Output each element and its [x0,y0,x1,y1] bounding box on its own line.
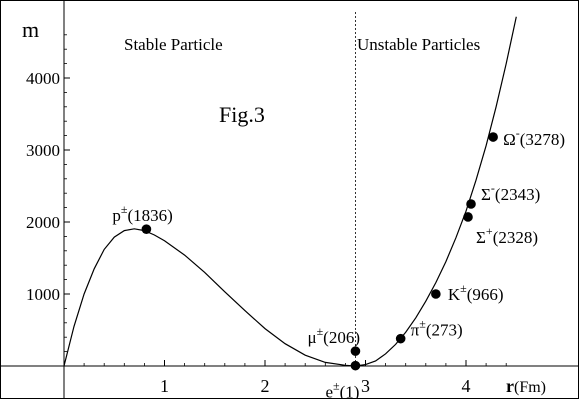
ticks-layer: 1 2 3 4 1000 2000 3000 4000 [26,34,507,396]
point-label: e±(1) [325,379,359,399]
data-point [350,360,361,371]
point-label: Ω-(3278) [503,126,565,149]
point-value: (1) [340,383,360,399]
point-label: K±(966) [448,281,504,304]
point-superscript: ± [317,324,324,338]
data-point [488,132,498,142]
y-tick-label: 4000 [26,69,60,88]
point-symbol: Ω [503,130,516,149]
point-label: π±(273) [411,317,463,340]
mass-curve [63,16,517,367]
point-superscript: - [516,126,520,140]
x-axis-unit: (Fm) [514,379,546,396]
unstable-region-label: Unstable Particles [357,35,480,54]
point-symbol: e [325,383,333,399]
point-symbol: π [411,321,420,340]
y-tick-label: 1000 [26,285,60,304]
point-value: (2343) [495,185,540,204]
data-point [463,212,473,222]
figure-label: Fig.3 [219,102,265,127]
x-tick-label: 4 [462,376,471,396]
point-symbol: Σ [481,185,491,204]
stable-region-label: Stable Particle [124,35,223,54]
x-tick-label: 2 [261,376,270,396]
point-value: (1836) [128,206,173,225]
y-tick-label: 3000 [26,141,60,160]
point-symbol: K [448,285,461,304]
point-superscript: ± [460,281,467,295]
y-axis-label: m [22,17,39,42]
point-label: p±(1836) [112,202,172,225]
points-layer: p±(1836)μ±(206)e±(1)π±(273)K±(966)Σ+(232… [112,126,565,399]
x-axis-label: r(Fm) [506,376,546,396]
data-point [431,289,441,299]
x-tick-label: 1 [160,376,169,396]
point-superscript: ± [333,379,340,393]
point-value: (966) [467,285,504,304]
point-label: Σ+(2328) [476,224,538,247]
point-symbol: Σ [476,228,486,247]
curve-layer [63,16,517,367]
point-value: (206) [323,328,360,347]
point-label: Σ-(2343) [481,181,540,204]
x-tick-label: 3 [361,376,370,396]
point-superscript: ± [121,202,128,216]
data-point [466,199,476,209]
point-symbol: p [112,206,121,225]
point-superscript: - [491,181,495,195]
data-point [141,224,152,234]
data-point [395,333,406,344]
data-point [350,346,361,356]
y-tick-label: 2000 [26,213,60,232]
point-superscript: + [486,224,493,238]
point-symbol: μ [307,328,316,347]
point-label: μ±(206) [307,324,360,347]
point-value: (2328) [493,228,538,247]
point-value: (3278) [520,130,565,149]
point-superscript: ± [419,317,426,331]
x-axis-symbol: r [506,376,514,396]
point-value: (273) [426,321,463,340]
